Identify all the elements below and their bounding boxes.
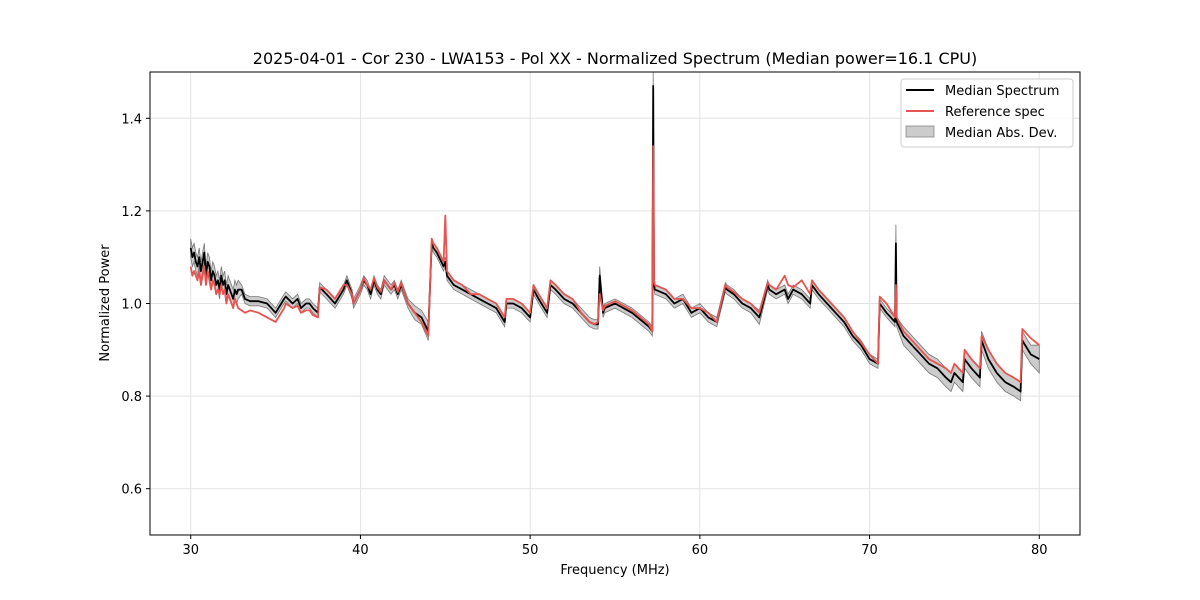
legend-median-label: Median Spectrum xyxy=(945,84,1059,99)
chart-title: 2025-04-01 - Cor 230 - LWA153 - Pol XX -… xyxy=(253,49,977,68)
y-tick-label: 0.8 xyxy=(121,390,142,405)
legend-mad-swatch xyxy=(905,125,935,138)
reference-spectrum-line xyxy=(189,145,1040,384)
x-tick-label: 60 xyxy=(692,543,709,558)
y-tick-label: 1.2 xyxy=(121,205,142,220)
x-tick-label: 70 xyxy=(861,543,878,558)
y-tick-label: 0.6 xyxy=(121,483,142,498)
x-tick-label: 40 xyxy=(352,543,369,558)
x-tick-label: 80 xyxy=(1031,543,1048,558)
x-tick-label: 30 xyxy=(182,543,199,558)
y-axis-label: Normalized Power xyxy=(98,244,113,362)
median-spectrum-line xyxy=(189,85,1040,393)
legend: Median Spectrum Reference spec Median Ab… xyxy=(900,78,1074,148)
axis-ticks: 30 40 50 60 70 80 0.6 0.8 1.0 1.2 1.4 xyxy=(121,112,1047,558)
y-tick-label: 1.4 xyxy=(121,112,142,127)
legend-reference-label: Reference spec xyxy=(945,105,1045,120)
y-tick-label: 1.0 xyxy=(121,298,142,313)
legend-mad-label: Median Abs. Dev. xyxy=(945,126,1057,141)
plot-area xyxy=(189,71,1040,402)
legend-box xyxy=(900,78,1074,148)
x-tick-label: 50 xyxy=(522,543,539,558)
x-axis-label: Frequency (MHz) xyxy=(560,563,669,578)
